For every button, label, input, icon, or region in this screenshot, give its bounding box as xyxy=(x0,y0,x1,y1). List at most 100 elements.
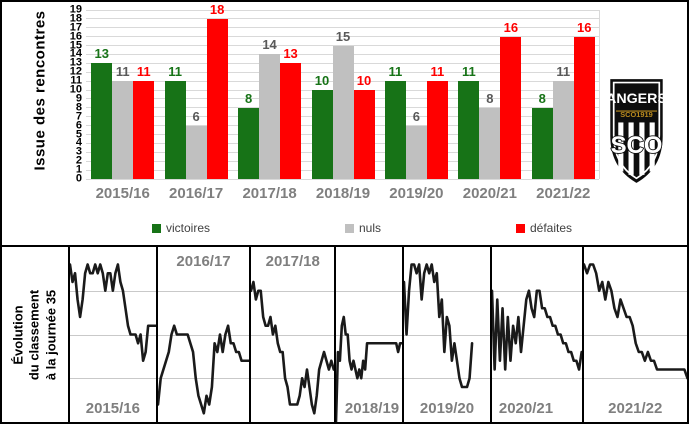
bar-nuls xyxy=(552,81,574,179)
bar-nuls xyxy=(259,54,281,179)
bar-value-label: 8 xyxy=(538,90,546,106)
gridline xyxy=(70,334,156,336)
gridline xyxy=(157,334,250,336)
bar-chart-legend: victoires nuls défaites xyxy=(152,221,572,235)
gridline xyxy=(336,378,403,380)
ranking-line-2016-17 xyxy=(158,247,250,422)
panel-season-label: 2018/19 xyxy=(344,400,400,417)
angers-sco-club-crest-logo: ANGERS SCO1919 SCO xyxy=(608,79,665,183)
gridline xyxy=(86,27,599,29)
bar-value-label: 16 xyxy=(503,19,519,35)
y-tick-label: 14 xyxy=(69,47,82,60)
bar-value-label: 11 xyxy=(115,64,130,80)
season-panel-2017-18: 2017/18 xyxy=(251,247,337,422)
season-panel-2018-19: 2018/19 xyxy=(336,247,405,422)
gridline xyxy=(251,378,335,380)
season-line-panels: 2015/16 2016/17 2017/18 2018/19 2019/20 2020/… xyxy=(70,247,687,422)
panel-season-label: 2015/16 xyxy=(85,400,140,417)
gridline xyxy=(86,45,599,47)
bar-value-label: 6 xyxy=(412,108,421,124)
legend-label-nuls: nuls xyxy=(358,221,381,235)
gridline xyxy=(86,36,599,38)
season-x-label: 2017/18 xyxy=(242,185,297,202)
ranking-line-2017-18 xyxy=(251,247,334,422)
bar-value-label: 10 xyxy=(314,73,330,89)
bar-victoires xyxy=(531,107,553,179)
bar-value-label: 18 xyxy=(209,1,225,17)
y-tick-label: 17 xyxy=(69,21,82,34)
y-tick-label: 13 xyxy=(69,56,82,69)
y-tick-label: 19 xyxy=(69,3,82,16)
bar-value-label: 11 xyxy=(168,64,183,80)
y-tick-label: 8 xyxy=(75,101,82,114)
gridline xyxy=(583,378,687,380)
bar-défaites xyxy=(500,36,522,179)
bar-value-label: 13 xyxy=(94,46,109,62)
ranking-line-2021-22 xyxy=(584,247,687,422)
gridline xyxy=(404,290,490,292)
bar-défaites xyxy=(206,18,228,179)
y-tick-label: 11 xyxy=(70,74,82,87)
bar-value-label: 11 xyxy=(461,64,476,80)
ranking-line-2015-16 xyxy=(70,247,156,422)
gridline xyxy=(157,290,250,292)
ranking-line-2018-19 xyxy=(336,247,402,422)
gridline xyxy=(491,378,582,380)
victoires-swatch-icon xyxy=(152,223,161,233)
ranking-evolution-chart: Évolution du classement à la journée 35 … xyxy=(2,247,687,422)
y-tick-label: 3 xyxy=(75,145,82,158)
y-tick-label: 7 xyxy=(75,110,82,123)
line-chart-y-axis-title-cell: Évolution du classement à la journée 35 xyxy=(2,247,70,422)
results-bar-chart: Issue des rencontres 0 1 2 3 4 5 6 7 8 9 10 11 12 13 1… xyxy=(2,2,687,247)
bar-victoires xyxy=(91,63,113,179)
defaites-swatch-icon xyxy=(515,223,525,233)
bar-chart-x-axis-labels: 2015/16 2016/17 2017/18 2018/19 2019/20 2020/… xyxy=(86,185,600,205)
gridline xyxy=(86,9,599,11)
gridline xyxy=(251,334,335,336)
bar-value-label: 6 xyxy=(192,108,200,124)
bar-victoires xyxy=(164,81,186,179)
bar-value-label: 11 xyxy=(556,64,571,80)
bar-value-label: 15 xyxy=(335,28,351,44)
season-panel-2016-17: 2016/17 xyxy=(157,247,252,422)
bar-défaites xyxy=(353,90,375,179)
panel-season-label: 2020/21 xyxy=(498,400,554,417)
bar-value-label: 11 xyxy=(430,64,445,80)
bar-value-label: 14 xyxy=(262,37,277,53)
legend-label-victoires: victoires xyxy=(166,221,211,235)
legend-item-defaites: défaites xyxy=(515,221,572,235)
bar-value-label: 8 xyxy=(244,90,253,106)
line-chart-y-axis-title: Évolution du classement à la journée 35 xyxy=(10,289,59,380)
bar-value-label: 11 xyxy=(388,64,403,80)
season-panel-2021-22: 2021/22 xyxy=(583,247,687,422)
gridline xyxy=(336,334,403,336)
gridline xyxy=(336,290,403,292)
gridline xyxy=(157,378,250,380)
gridline xyxy=(86,178,599,180)
y-tick-label: 16 xyxy=(69,30,82,43)
bar-victoires xyxy=(458,81,480,179)
y-tick-label: 9 xyxy=(75,92,82,105)
gridline xyxy=(583,334,687,336)
bar-chart-plot-area: 13 11 11 11 6 18 8 14 13 10 15 10 11 6 11 11 8 16 8 11 16 xyxy=(86,3,600,180)
nuls-swatch-icon xyxy=(344,223,354,233)
legend-item-victoires: victoires xyxy=(152,221,210,235)
season-x-label: 2018/19 xyxy=(315,185,371,202)
bar-nuls xyxy=(405,125,427,179)
bar-value-label: 16 xyxy=(577,19,592,35)
season-x-label: 2021/22 xyxy=(536,185,591,202)
season-x-label: 2015/16 xyxy=(95,185,150,202)
bar-nuls xyxy=(185,125,207,179)
legend-item-nuls: nuls xyxy=(344,221,381,235)
panel-season-label: 2017/18 xyxy=(265,253,320,270)
bar-value-label: 10 xyxy=(356,73,372,89)
gridline xyxy=(404,378,490,380)
logo-stripes xyxy=(618,122,655,175)
bar-victoires xyxy=(238,107,260,179)
season-x-label: 2016/17 xyxy=(169,185,224,202)
season-x-label: 2019/20 xyxy=(389,185,444,202)
bar-chart-y-axis-ticks: 0 1 2 3 4 5 6 7 8 9 10 11 12 13 14 15 16 17 18 19 xyxy=(56,4,84,184)
y-tick-label: 5 xyxy=(75,128,82,141)
panel-season-label: 2016/17 xyxy=(176,253,231,270)
gridline xyxy=(583,290,687,292)
